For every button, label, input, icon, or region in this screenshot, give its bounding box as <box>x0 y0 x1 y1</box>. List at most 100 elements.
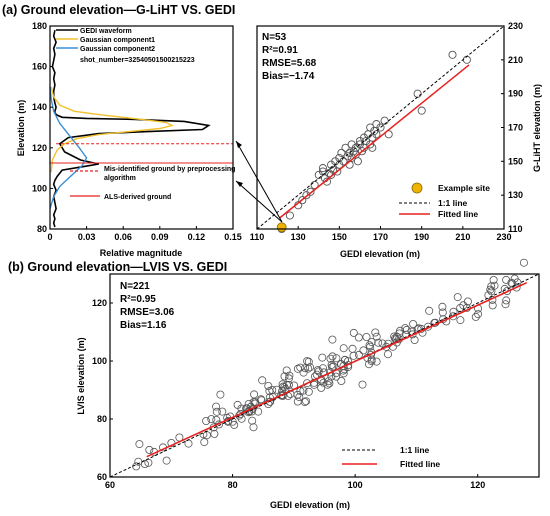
glight-point <box>285 211 294 220</box>
lvis-point <box>284 374 293 383</box>
lvis-point <box>325 368 334 377</box>
glight-ytick-label: 150 <box>508 156 523 166</box>
lvis-point <box>501 300 510 309</box>
legend-example-site: Example site <box>438 183 490 193</box>
lvis-point <box>367 338 376 347</box>
lvis-point <box>328 335 337 344</box>
lvis-point <box>202 416 211 425</box>
linking-arrows <box>235 140 283 223</box>
waveform-x-label: Relative magnitude <box>100 248 183 258</box>
lvis-stat-rmse: RMSE=3.06 <box>120 307 175 318</box>
lvis-point <box>339 361 348 370</box>
lvis-point <box>299 368 308 377</box>
glight-xtick-label: 190 <box>414 232 429 242</box>
lvis-point <box>132 462 141 471</box>
lvis-ytick-label: 60 <box>97 472 107 482</box>
lvis-point <box>349 328 358 337</box>
glight-scatter-chart: 110 130 150 170 190 210 2301101301501701902102… <box>250 21 542 259</box>
glight-point <box>448 50 457 59</box>
lvis-point <box>513 278 522 287</box>
lvis-point <box>337 376 346 385</box>
glight-point <box>345 148 354 157</box>
lvis-point <box>200 438 209 447</box>
legend-als: ALS-derived ground <box>104 194 171 201</box>
lvis-point <box>301 364 310 373</box>
waveform-xtick-label: 0 <box>47 232 52 242</box>
panel-a-title: (a) Ground elevation—G-LiHT VS. GEDI <box>2 3 235 17</box>
lvis-point <box>349 351 358 360</box>
glight-xtick-label: 130 <box>291 232 306 242</box>
example-site-point <box>276 222 287 233</box>
lvis-legend: 1:1 line Fitted line <box>342 445 440 469</box>
lvis-point <box>212 402 221 411</box>
lvis-legend-one-to-one: 1:1 line <box>400 445 430 455</box>
waveform-ytick-label: 100 <box>32 183 47 193</box>
lvis-point <box>233 400 242 409</box>
lvis-ytick-label: 120 <box>92 298 107 308</box>
lvis-point <box>325 379 334 388</box>
waveform-xtick-label: 0.06 <box>114 232 132 242</box>
lvis-point <box>326 354 335 363</box>
waveform-line <box>51 29 211 228</box>
lvis-point <box>314 367 323 376</box>
lvis-xtick-label: 80 <box>228 480 238 490</box>
lvis-point <box>249 398 258 407</box>
glight-x-label: GEDI elevation (m) <box>340 249 420 259</box>
lvis-point <box>383 350 392 359</box>
arrowhead-misidentified <box>236 141 242 148</box>
lvis-point <box>453 293 462 302</box>
waveform-y-label: Elevation (m) <box>16 100 26 157</box>
glight-point <box>417 106 426 115</box>
lvis-point <box>305 363 314 372</box>
glight-point <box>462 55 471 64</box>
arrow-to-misidentified <box>235 140 283 223</box>
lvis-y-label: LVIS elevation (m) <box>76 337 86 414</box>
glight-point <box>306 187 315 196</box>
lvis-point <box>401 324 410 333</box>
lvis-point <box>279 382 288 391</box>
glight-one-to-one-line <box>256 25 505 230</box>
lvis-point <box>250 390 259 399</box>
glight-point <box>298 196 307 205</box>
lvis-point <box>358 380 367 389</box>
legend-gauss2: Gaussian component2 <box>80 46 155 53</box>
lvis-point <box>344 363 353 372</box>
glight-ytick-label: 210 <box>508 55 523 65</box>
glight-point <box>322 177 332 186</box>
glight-stats: N=53 R²=0.91 RMSE=5.68 Bias=−1.74 <box>262 32 317 82</box>
legend-waveform: GEDI waveform <box>80 28 132 35</box>
lvis-point <box>340 355 349 364</box>
glight-point <box>318 164 327 173</box>
lvis-point <box>256 395 265 404</box>
legend-one-to-one: 1:1 line <box>438 198 468 208</box>
arrow-to-als <box>235 180 283 223</box>
lvis-xtick-label: 60 <box>105 480 115 490</box>
lvis-point <box>313 366 322 375</box>
lvis-point <box>254 407 263 416</box>
lvis-point <box>295 393 304 402</box>
lvis-point <box>258 376 267 385</box>
lvis-point <box>249 423 258 432</box>
lvis-stat-r2: R²=0.95 <box>120 294 156 305</box>
lvis-point <box>304 364 313 373</box>
legend-misidentified-1: Mis-identified ground by preprocessing <box>104 166 235 173</box>
glight-point <box>380 116 389 125</box>
lvis-point <box>486 285 495 294</box>
lvis-point <box>236 409 245 418</box>
arrowhead-als <box>236 181 243 187</box>
lvis-fitted-line <box>146 281 528 458</box>
stat-bias: Bias=−1.74 <box>262 71 315 82</box>
lvis-point <box>348 344 357 353</box>
waveform-ytick-label: 180 <box>32 21 47 31</box>
shot-number: shot_number=32540501500215223 <box>80 57 195 64</box>
lvis-point <box>471 312 480 321</box>
lvis-point <box>364 360 373 369</box>
lvis-point <box>507 278 516 287</box>
lvis-point <box>216 390 225 399</box>
glight-point <box>353 157 362 166</box>
lvis-ytick-label: 80 <box>97 414 107 424</box>
lvis-point <box>304 387 313 396</box>
waveform-ytick-label: 140 <box>32 102 47 112</box>
lvis-point <box>327 360 336 369</box>
